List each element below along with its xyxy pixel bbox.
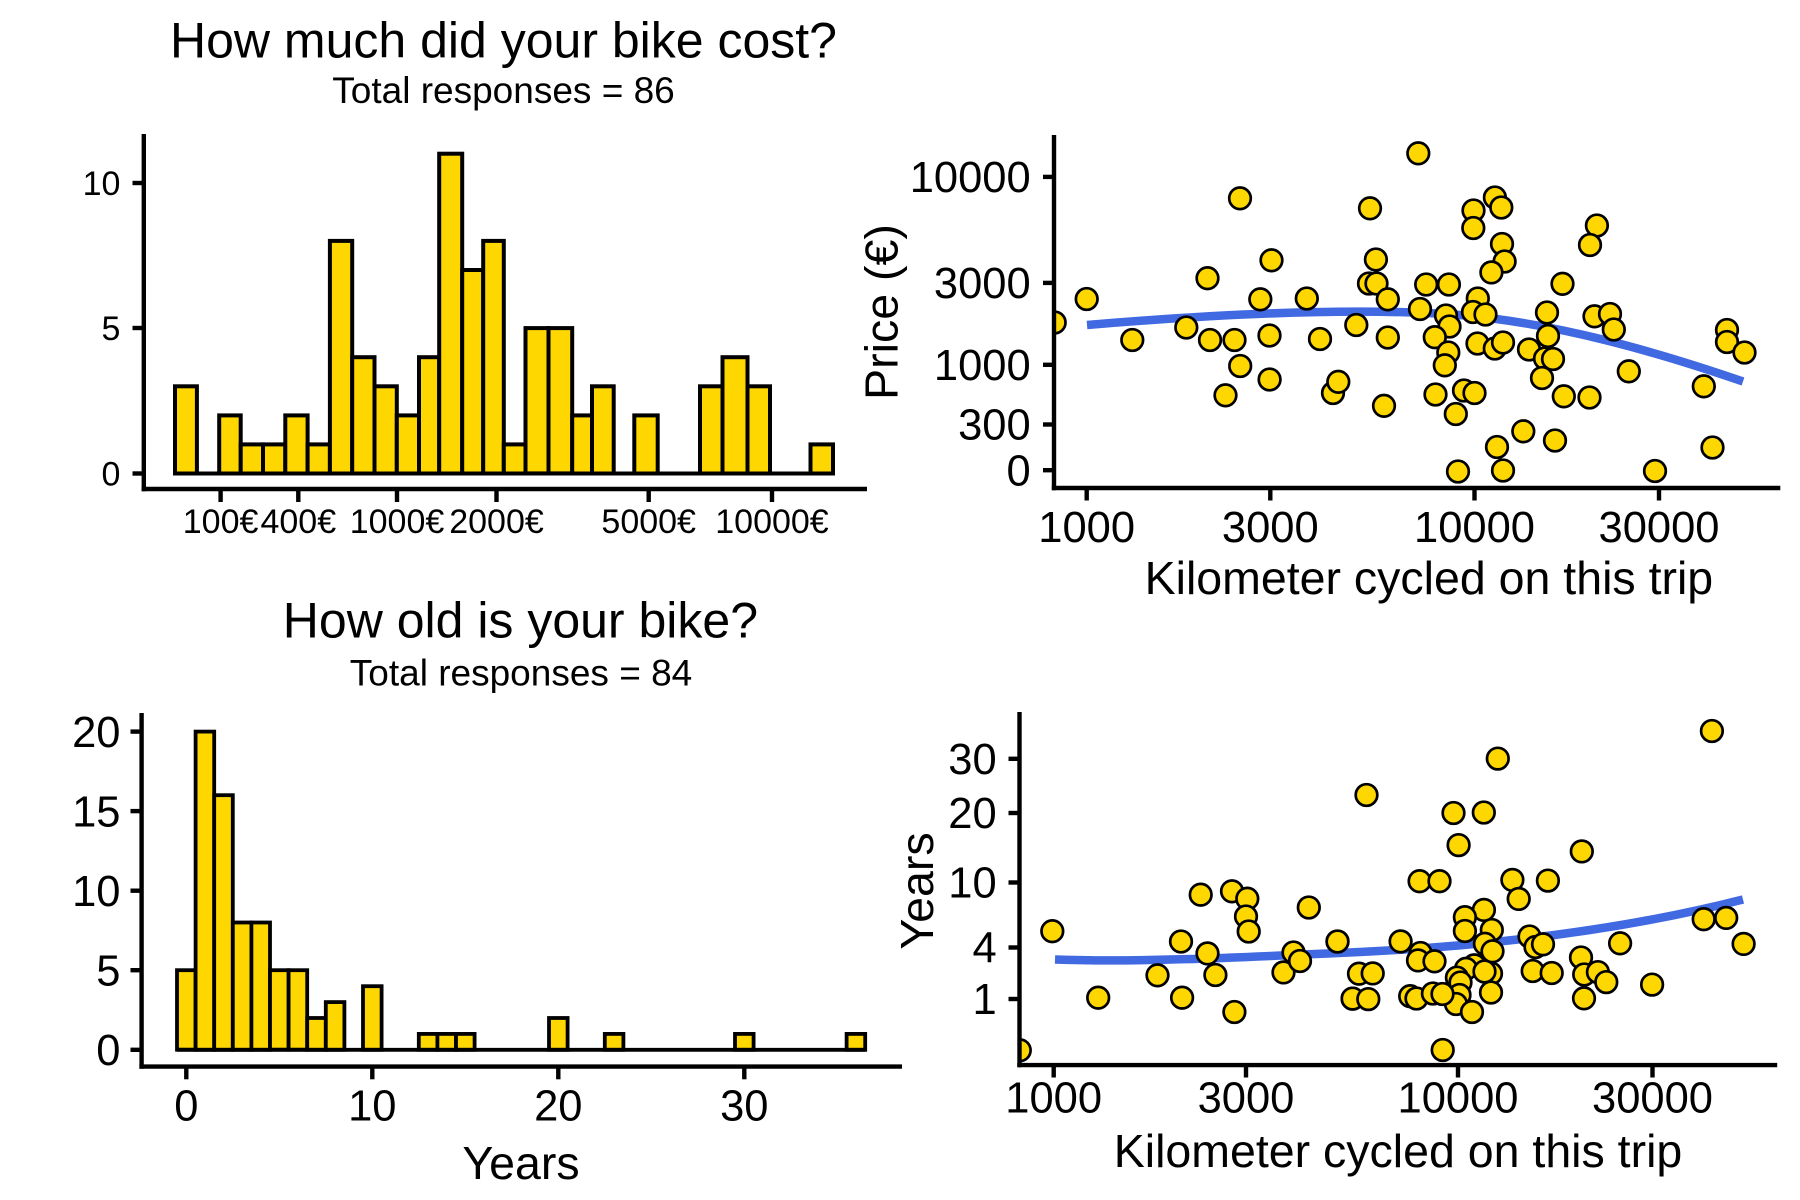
svg-text:Kilometer cycled on this trip: Kilometer cycled on this trip <box>1114 1125 1683 1177</box>
svg-text:20: 20 <box>72 709 120 757</box>
svg-text:10: 10 <box>348 1083 396 1131</box>
svg-text:3000: 3000 <box>1222 504 1319 552</box>
svg-text:5: 5 <box>96 947 120 995</box>
svg-text:20: 20 <box>534 1083 582 1131</box>
svg-text:1000: 1000 <box>1005 1075 1102 1123</box>
svg-text:30: 30 <box>720 1083 768 1131</box>
svg-text:1000: 1000 <box>1038 504 1135 552</box>
svg-text:Total responses = 86: Total responses = 86 <box>332 70 674 111</box>
svg-text:1: 1 <box>972 976 996 1024</box>
svg-text:Kilometer cycled on this trip: Kilometer cycled on this trip <box>1145 552 1714 604</box>
svg-text:100€: 100€ <box>183 503 259 541</box>
svg-text:10: 10 <box>72 868 120 916</box>
svg-text:10000: 10000 <box>910 154 1031 202</box>
svg-text:0: 0 <box>1006 447 1030 495</box>
svg-text:4: 4 <box>972 925 996 973</box>
svg-text:10000€: 10000€ <box>715 503 829 541</box>
svg-text:30: 30 <box>948 736 996 784</box>
svg-text:0: 0 <box>101 455 120 493</box>
svg-text:Total responses = 84: Total responses = 84 <box>350 653 692 694</box>
svg-text:30000: 30000 <box>1592 1075 1713 1123</box>
svg-text:10000: 10000 <box>1414 504 1535 552</box>
svg-text:10: 10 <box>83 165 121 203</box>
svg-text:1000€: 1000€ <box>350 503 445 541</box>
svg-text:5: 5 <box>101 310 120 348</box>
svg-text:300: 300 <box>958 402 1031 450</box>
svg-text:10000: 10000 <box>1398 1075 1519 1123</box>
svg-text:1000: 1000 <box>934 342 1031 390</box>
svg-text:How much did your bike cost?: How much did your bike cost? <box>170 13 837 69</box>
svg-text:5000€: 5000€ <box>601 503 696 541</box>
svg-text:10: 10 <box>948 860 996 908</box>
svg-text:3000: 3000 <box>934 260 1031 308</box>
svg-text:0: 0 <box>174 1083 198 1131</box>
svg-text:0: 0 <box>96 1027 120 1075</box>
svg-text:15: 15 <box>72 788 120 836</box>
svg-text:30000: 30000 <box>1599 504 1720 552</box>
svg-text:How old is your bike?: How old is your bike? <box>283 593 758 649</box>
svg-text:20: 20 <box>948 790 996 838</box>
svg-text:3000: 3000 <box>1198 1075 1295 1123</box>
svg-text:Years: Years <box>891 832 943 949</box>
svg-text:400€: 400€ <box>260 503 336 541</box>
svg-text:Price (€): Price (€) <box>856 224 908 400</box>
svg-text:2000€: 2000€ <box>449 503 544 541</box>
svg-text:Years: Years <box>462 1137 579 1189</box>
